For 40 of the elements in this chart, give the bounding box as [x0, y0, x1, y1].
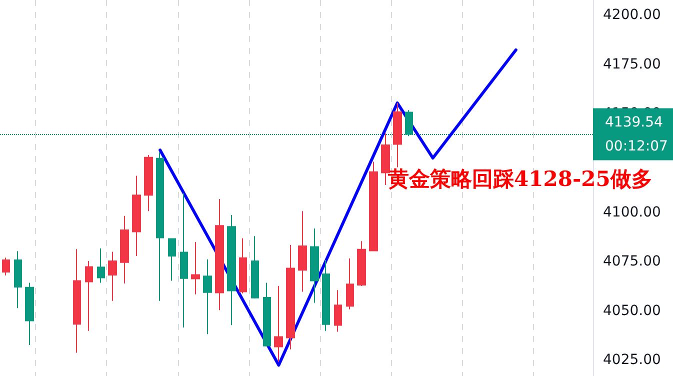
candlestick	[322, 260, 330, 332]
candlestick	[215, 198, 224, 311]
y-tick-label: 4075.00	[603, 254, 661, 270]
candlestick	[227, 214, 236, 326]
candlestick	[168, 238, 176, 282]
candlestick	[156, 152, 164, 302]
y-tick-label: 4025.00	[603, 352, 661, 368]
candlestick	[393, 102, 402, 168]
candlestick	[85, 260, 93, 332]
candlestick	[381, 132, 390, 186]
candlestick	[239, 238, 247, 294]
y-tick-label: 4200.00	[603, 6, 661, 23]
candlestick	[180, 192, 188, 328]
candlestick	[203, 258, 212, 335]
candlestick	[334, 290, 342, 332]
candlestick	[120, 215, 129, 284]
candlestick	[144, 154, 153, 212]
candlestick	[108, 251, 117, 302]
candlestick	[191, 242, 200, 295]
candlestick	[132, 175, 141, 257]
text: 00:12:07	[605, 138, 668, 154]
candlestick	[298, 210, 307, 292]
y-tick-label: 4050.00	[603, 302, 661, 319]
candlestick	[286, 244, 295, 350]
y-tick-label: 4175.00	[603, 56, 661, 72]
candlestick	[14, 250, 22, 309]
candlestick	[369, 161, 378, 252]
candlestick	[251, 236, 259, 299]
candlestick	[346, 258, 354, 310]
candlestick	[2, 257, 10, 276]
candlestick	[73, 248, 81, 354]
annotation: 黄金策略回踩4128-25做多	[387, 166, 652, 191]
candlestick	[274, 286, 283, 362]
candlestick	[25, 282, 34, 346]
ref-line-label: 4139.54	[605, 114, 663, 130]
candlestick	[357, 240, 366, 287]
candlestick	[310, 228, 319, 304]
candlestick	[263, 282, 271, 347]
y-tick-label: 4100.00	[603, 204, 661, 220]
candlestick	[97, 248, 105, 284]
